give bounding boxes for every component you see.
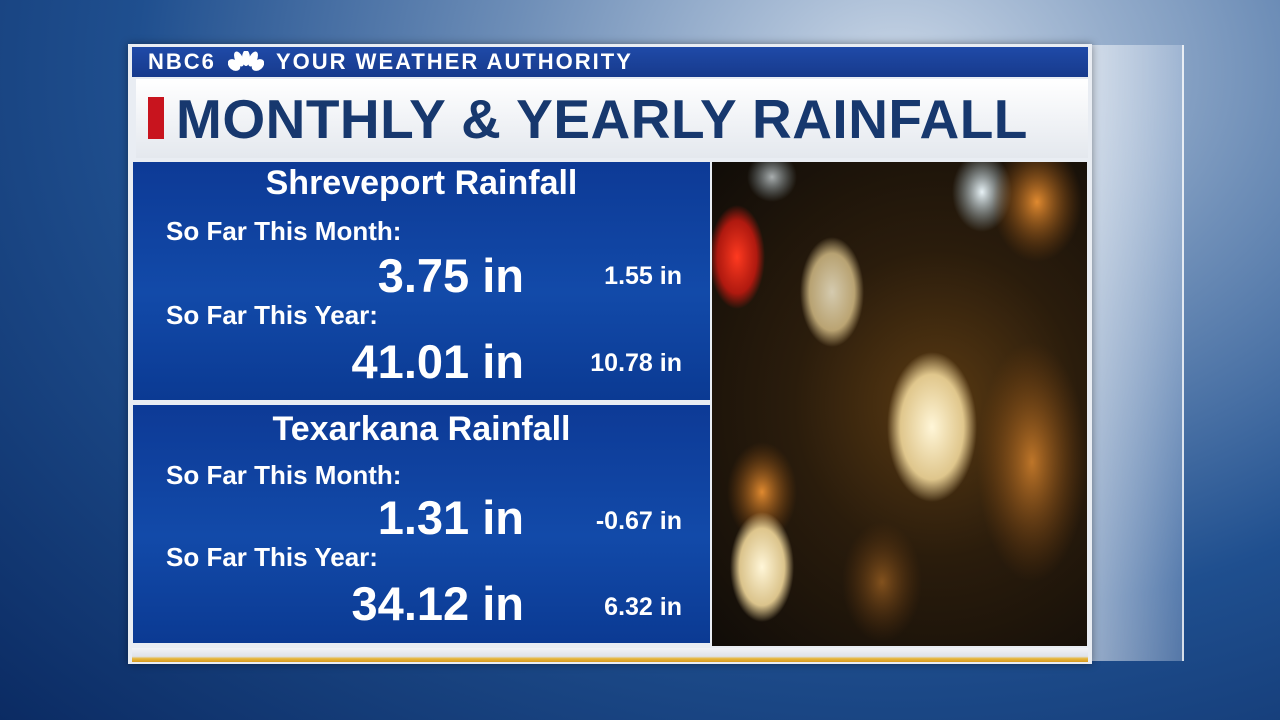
- title: MONTHLY & YEARLY RAINFALL: [176, 88, 1028, 150]
- row-label: So Far This Year:: [166, 542, 378, 572]
- bottom-trim: [132, 648, 1088, 662]
- row-departure: 1.55 in: [604, 262, 682, 290]
- row-label: So Far This Month:: [166, 460, 402, 490]
- row-total: 1.31 in: [377, 491, 524, 544]
- section-heading: Shreveport Rainfall: [265, 164, 578, 202]
- row-label: So Far This Year:: [166, 300, 378, 330]
- section-panel: Shreveport Rainfall So Far This Month: 3…: [133, 162, 710, 400]
- row-departure: 10.78 in: [590, 349, 682, 377]
- section-panel: Texarkana Rainfall So Far This Month: 1.…: [133, 405, 710, 643]
- row-departure: 6.32 in: [604, 593, 682, 621]
- rain-photo: [712, 162, 1087, 646]
- row-total: 41.01 in: [351, 335, 524, 388]
- brand-strip: NBC6 YOUR WEATHER AUTHORITY: [132, 47, 1088, 77]
- accent-bar: [148, 97, 164, 139]
- section-heading: Texarkana Rainfall: [272, 410, 571, 448]
- glass-panel: [1090, 45, 1184, 661]
- tagline: YOUR WEATHER AUTHORITY: [276, 49, 633, 74]
- row-total: 34.12 in: [351, 577, 524, 630]
- row-departure: -0.67 in: [595, 507, 682, 535]
- title-bar: [136, 79, 1088, 158]
- row-label: So Far This Month:: [166, 216, 402, 246]
- peacock-logo: [228, 51, 264, 71]
- bokeh-image: [712, 162, 1087, 642]
- brand: NBC6: [148, 49, 216, 74]
- row-total: 3.75 in: [377, 249, 524, 302]
